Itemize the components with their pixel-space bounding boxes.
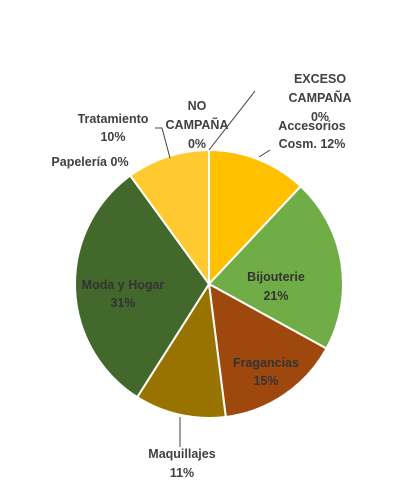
data-label: Tratamiento 10% bbox=[78, 112, 149, 144]
data-label: EXCESO CAMPAÑA 0% bbox=[289, 72, 352, 124]
data-label: Accesorios Cosm. 12% bbox=[278, 119, 345, 151]
data-label: NO CAMPAÑA 0% bbox=[166, 99, 229, 151]
leader-line bbox=[208, 90, 256, 151]
leader-line bbox=[155, 127, 171, 159]
pie-slice-tratamiento bbox=[128, 148, 210, 288]
data-label: Bijouterie 21% bbox=[247, 270, 305, 303]
pie-slice-maquillajes bbox=[135, 281, 227, 419]
data-label: Maquillajes 11% bbox=[148, 447, 215, 480]
pie-slice-bijouterie bbox=[207, 184, 344, 350]
data-label: Fragancias 15% bbox=[233, 356, 299, 388]
data-label: Papelería 0% bbox=[51, 155, 128, 169]
pie-slice-fragancias bbox=[207, 282, 328, 419]
data-label: Moda y Hogar 31% bbox=[82, 278, 165, 310]
pie-slice-accesorios-cosm- bbox=[208, 148, 303, 287]
leader-line bbox=[258, 149, 271, 158]
pie-slice-moda-y-hogar bbox=[74, 174, 211, 399]
